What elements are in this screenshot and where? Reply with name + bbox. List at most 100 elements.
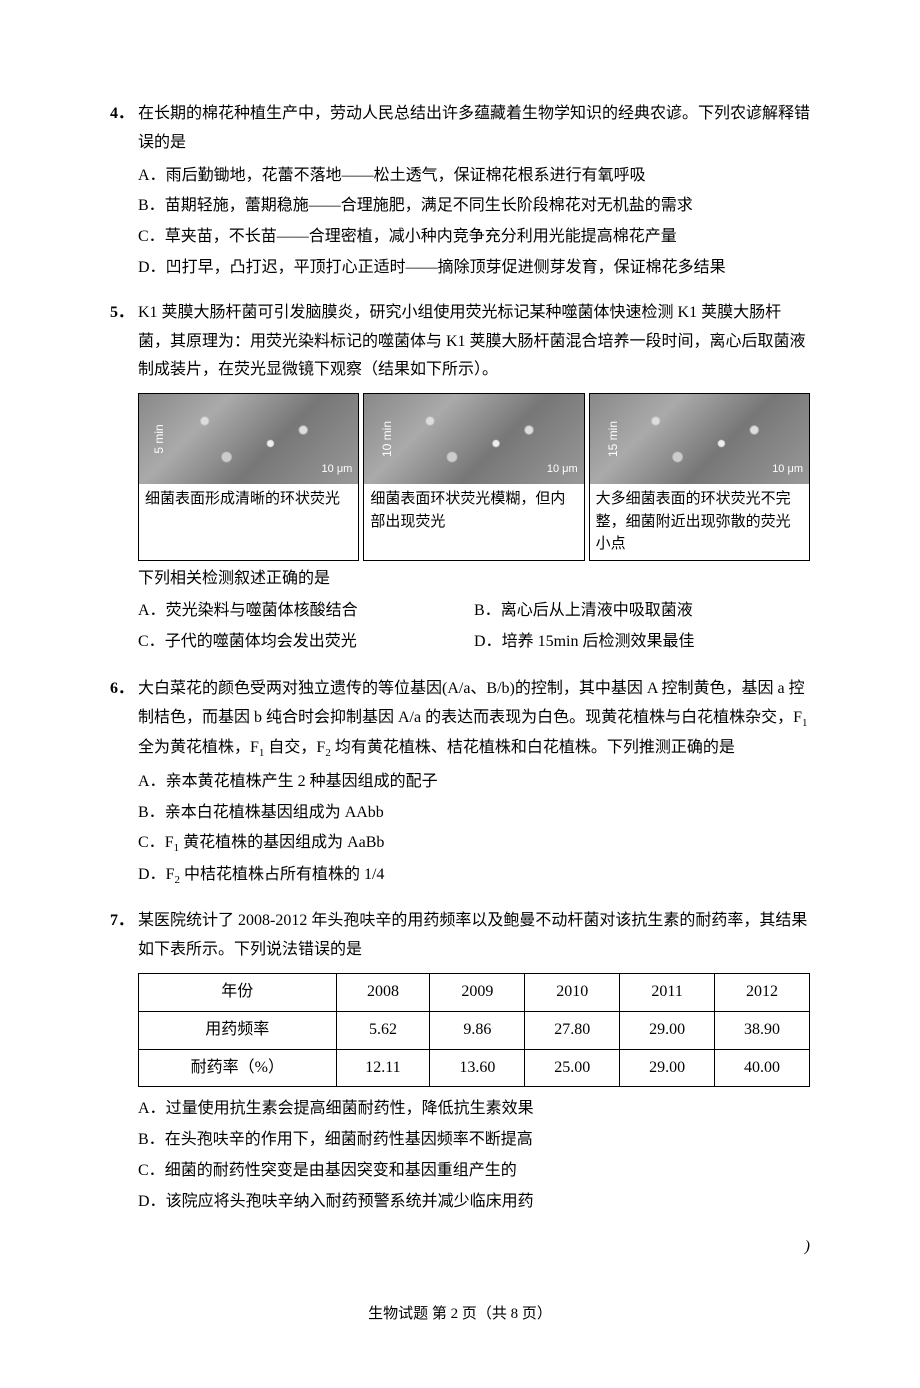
table-header: 2008 — [336, 973, 430, 1011]
opt-text: 雨后勤锄地，花蕾不落地——松土透气，保证棉花根系进行有氧呼吸 — [166, 167, 646, 184]
table-cell: 25.00 — [525, 1049, 620, 1087]
q5-options: A．荧光染料与噬菌体核酸结合 B．离心后从上清液中吸取菌液 C．子代的噬菌体均会… — [110, 597, 810, 659]
q6-stem-part: 自交，F — [264, 739, 325, 756]
table-header: 年份 — [139, 973, 337, 1011]
opt-text: 亲本黄花植株产生 2 种基因组成的配子 — [166, 773, 438, 790]
q5-fig-2: 10 min 10 μm 细菌表面环状荧光模糊，但内部出现荧光 — [363, 393, 584, 561]
table-cell: 29.00 — [620, 1011, 715, 1049]
opt-label: D． — [138, 1188, 166, 1217]
q7-text: 某医院统计了 2008-2012 年头孢呋辛的用药频率以及鲍曼不动杆菌对该抗生素… — [138, 907, 810, 965]
q4-opt-c: C．草夹苗，不长苗——合理密植，减小种内竞争充分利用光能提高棉花产量 — [138, 223, 810, 252]
opt-label: A． — [138, 597, 166, 626]
opt-text: 子代的噬菌体均会发出荧光 — [165, 633, 357, 650]
opt-text: 凹打早，凸打迟，平顶打心正适时——摘除顶芽促进侧芽发育，保证棉花多结果 — [166, 259, 726, 276]
q5-fig-3: 15 min 10 μm 大多细菌表面的环状荧光不完整，细菌附近出现弥散的荧光小… — [589, 393, 810, 561]
opt-label: A． — [138, 162, 166, 191]
question-7: 7． 某医院统计了 2008-2012 年头孢呋辛的用药频率以及鲍曼不动杆菌对该… — [110, 907, 810, 1216]
q7-table-wrap: 年份 2008 2009 2010 2011 2012 用药频率 5.62 9.… — [110, 973, 810, 1087]
table-cell: 27.80 — [525, 1011, 620, 1049]
table-row: 用药频率 5.62 9.86 27.80 29.00 38.90 — [139, 1011, 810, 1049]
opt-text: 细菌的耐药性突变是由基因突变和基因重组产生的 — [165, 1162, 517, 1179]
q6-stem-part: 均有黄花植株、桔花植株和白花植株。下列推测正确的是 — [331, 739, 735, 756]
opt-label: D． — [474, 628, 502, 657]
q4-opt-b: B．苗期轻施，蕾期稳施——合理施肥，满足不同生长阶段棉花对无机盐的需求 — [138, 192, 810, 221]
table-cell: 用药频率 — [139, 1011, 337, 1049]
q5-text: K1 荚膜大肠杆菌可引发脑膜炎，研究小组使用荧光标记某种噬菌体快速检测 K1 荚… — [138, 299, 810, 385]
table-cell: 29.00 — [620, 1049, 715, 1087]
table-header: 2009 — [430, 973, 525, 1011]
table-header: 2011 — [620, 973, 715, 1011]
q5-fig-1: 5 min 10 μm 细菌表面形成清晰的环状荧光 — [138, 393, 359, 561]
q6-stem-part: 大白菜花的颜色受两对独立遗传的等位基因(A/a、B/b)的控制，其中基因 A 控… — [138, 680, 805, 726]
table-cell: 13.60 — [430, 1049, 525, 1087]
page-footer: 生物试题 第 2 页（共 8 页） — [110, 1301, 810, 1328]
opt-text: 离心后从上清液中吸取菌液 — [501, 602, 693, 619]
q4-number: 4． — [110, 100, 138, 158]
opt-text: F — [165, 834, 174, 851]
q7-table: 年份 2008 2009 2010 2011 2012 用药频率 5.62 9.… — [138, 973, 810, 1087]
opt-text: 苗期轻施，蕾期稳施——合理施肥，满足不同生长阶段棉花对无机盐的需求 — [165, 197, 693, 214]
subscript: 1 — [802, 717, 808, 729]
q4-text: 在长期的棉花种植生产中，劳动人民总结出许多蕴藏着生物学知识的经典农谚。下列农谚解… — [138, 100, 810, 158]
q5-figures: 5 min 10 μm 细菌表面形成清晰的环状荧光 10 min 10 μm 细… — [138, 393, 810, 561]
opt-text: 中桔花植株占所有植株的 1/4 — [180, 866, 384, 883]
q4-stem: 4． 在长期的棉花种植生产中，劳动人民总结出许多蕴藏着生物学知识的经典农谚。下列… — [110, 100, 810, 158]
q7-opt-b: B．在头孢呋辛的作用下，细菌耐药性基因频率不断提高 — [138, 1126, 810, 1155]
microscopy-image: 15 min 10 μm — [590, 394, 809, 484]
microscopy-image: 5 min 10 μm — [139, 394, 358, 484]
opt-label: C． — [138, 1157, 165, 1186]
q6-opt-d: D．F2 中桔花植株占所有植株的 1/4 — [138, 861, 810, 891]
q6-number: 6． — [110, 675, 138, 764]
fig-scale: 10 μm — [322, 460, 353, 480]
table-header-row: 年份 2008 2009 2010 2011 2012 — [139, 973, 810, 1011]
q4-options: A．雨后勤锄地，花蕾不落地——松土透气，保证棉花根系进行有氧呼吸 B．苗期轻施，… — [110, 162, 810, 283]
fig-caption: 细菌表面环状荧光模糊，但内部出现荧光 — [364, 484, 583, 542]
opt-label: B． — [138, 1126, 165, 1155]
q7-opt-d: D．该院应将头孢呋辛纳入耐药预警系统并减少临床用药 — [138, 1188, 810, 1217]
q7-number: 7． — [110, 907, 138, 965]
q5-opt-b: B．离心后从上清液中吸取菌液 — [474, 597, 810, 626]
fig-caption: 细菌表面形成清晰的环状荧光 — [139, 484, 358, 542]
q4-opt-a: A．雨后勤锄地，花蕾不落地——松土透气，保证棉花根系进行有氧呼吸 — [138, 162, 810, 191]
microscopy-image: 10 min 10 μm — [364, 394, 583, 484]
q5-opt-c: C．子代的噬菌体均会发出荧光 — [138, 628, 474, 657]
table-cell: 40.00 — [715, 1049, 810, 1087]
table-header: 2012 — [715, 973, 810, 1011]
opt-text: 在头孢呋辛的作用下，细菌耐药性基因频率不断提高 — [165, 1131, 533, 1148]
table-header: 2010 — [525, 973, 620, 1011]
q6-opt-b: B．亲本白花植株基因组成为 AAbb — [138, 799, 810, 828]
opt-label: B． — [138, 192, 165, 221]
q7-options: A．过量使用抗生素会提高细菌耐药性，降低抗生素效果 B．在头孢呋辛的作用下，细菌… — [110, 1095, 810, 1216]
question-4: 4． 在长期的棉花种植生产中，劳动人民总结出许多蕴藏着生物学知识的经典农谚。下列… — [110, 100, 810, 283]
fig-ylabel: 5 min — [149, 425, 171, 454]
opt-text: 过量使用抗生素会提高细菌耐药性，降低抗生素效果 — [166, 1100, 534, 1117]
table-row: 耐药率（%） 12.11 13.60 25.00 29.00 40.00 — [139, 1049, 810, 1087]
opt-label: B． — [138, 799, 165, 828]
page-decoration: ) — [110, 1233, 810, 1262]
q6-opt-a: A．亲本黄花植株产生 2 种基因组成的配子 — [138, 768, 810, 797]
table-cell: 12.11 — [336, 1049, 430, 1087]
opt-label: D． — [138, 861, 166, 890]
q5-opt-a: A．荧光染料与噬菌体核酸结合 — [138, 597, 474, 626]
table-cell: 38.90 — [715, 1011, 810, 1049]
fig-ylabel: 15 min — [603, 421, 625, 457]
table-cell: 5.62 — [336, 1011, 430, 1049]
q7-opt-a: A．过量使用抗生素会提高细菌耐药性，降低抗生素效果 — [138, 1095, 810, 1124]
fig-scale: 10 μm — [772, 460, 803, 480]
q5-stem: 5． K1 荚膜大肠杆菌可引发脑膜炎，研究小组使用荧光标记某种噬菌体快速检测 K… — [110, 299, 810, 385]
opt-label: B． — [474, 597, 501, 626]
opt-text: 该院应将头孢呋辛纳入耐药预警系统并减少临床用药 — [166, 1193, 534, 1210]
opt-label: C． — [138, 829, 165, 858]
fig-scale: 10 μm — [547, 460, 578, 480]
opt-label: D． — [138, 254, 166, 283]
table-cell: 耐药率（%） — [139, 1049, 337, 1087]
q6-text: 大白菜花的颜色受两对独立遗传的等位基因(A/a、B/b)的控制，其中基因 A 控… — [138, 675, 810, 764]
question-6: 6． 大白菜花的颜色受两对独立遗传的等位基因(A/a、B/b)的控制，其中基因 … — [110, 675, 810, 891]
opt-text: 草夹苗，不长苗——合理密植，减小种内竞争充分利用光能提高棉花产量 — [165, 228, 677, 245]
opt-text: 培养 15min 后检测效果最佳 — [502, 633, 695, 650]
table-cell: 9.86 — [430, 1011, 525, 1049]
q7-stem: 7． 某医院统计了 2008-2012 年头孢呋辛的用药频率以及鲍曼不动杆菌对该… — [110, 907, 810, 965]
q5-lead: 下列相关检测叙述正确的是 — [110, 565, 810, 594]
q6-options: A．亲本黄花植株产生 2 种基因组成的配子 B．亲本白花植株基因组成为 AAbb… — [110, 768, 810, 892]
fig-caption: 大多细菌表面的环状荧光不完整，细菌附近出现弥散的荧光小点 — [590, 484, 809, 560]
